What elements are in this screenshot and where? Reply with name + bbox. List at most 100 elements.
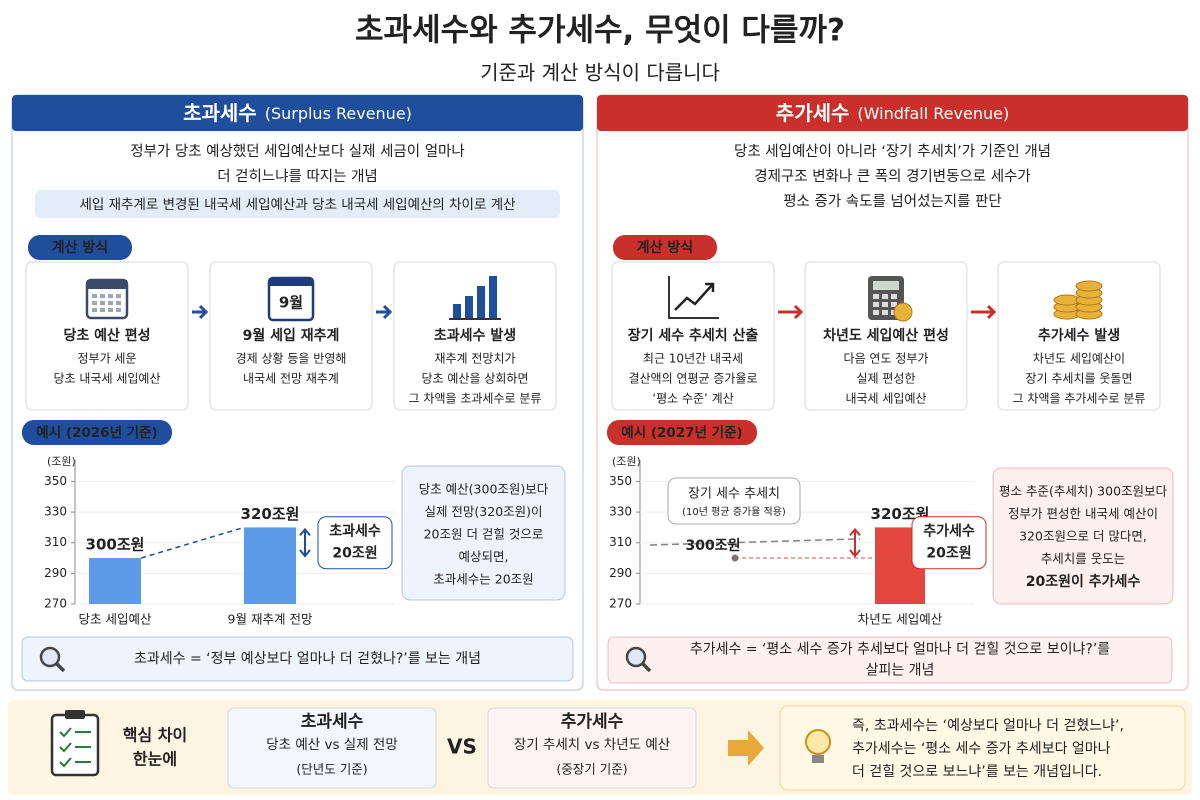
conclusion-line: 더 걷힐 것으로 보느냐’를 보는 개념입니다.: [852, 764, 1102, 780]
calendar-cell: [92, 294, 97, 298]
conclusion-arrow: [728, 730, 764, 766]
bar-icon: [477, 286, 485, 318]
y-tick-label: 270: [44, 597, 67, 611]
value-label: 300조원: [86, 536, 145, 554]
magnifier-icon: [39, 646, 61, 668]
step-text: 다음 연도 정부가: [844, 352, 929, 366]
step-title: 9월 세입 재추계: [243, 327, 340, 344]
bar-icon: [489, 276, 497, 318]
callout-box: [911, 516, 987, 570]
calculator-key: [873, 294, 879, 299]
calendar-cell: [108, 301, 113, 305]
trend-note: (10년 평균 증가율 적용): [682, 506, 786, 518]
trend-line: [649, 538, 861, 546]
coin-icon: [1075, 280, 1103, 292]
step-arrow: [376, 304, 393, 320]
step-text: 장기 추세치를 웃돌면: [1026, 372, 1133, 386]
panel-header: [12, 95, 583, 131]
note-box: [401, 465, 566, 601]
calculator-screen: [873, 281, 899, 290]
note-line: 20조원이 추가세수: [1026, 573, 1141, 590]
summary: 초과세수 = ‘정부 예상보다 얼마나 더 걷혔나?’를 보는 개념: [134, 651, 481, 667]
unit-label: (조원): [612, 455, 641, 468]
conclusion-line: 추가세수는 ‘평소 세수 증가 추세보다 얼마나: [852, 741, 1111, 757]
summary-box: [21, 636, 574, 682]
calendar-month: 9월: [279, 294, 303, 312]
note-line: 예상되면,: [459, 549, 509, 564]
value-label: 320조원: [241, 505, 300, 523]
x-tick-label: 9월 재추계 전망: [228, 612, 313, 627]
calendar-cell: [92, 301, 97, 305]
coin-icon: [893, 302, 913, 322]
step-title: 차년도 세입예산 편성: [823, 327, 949, 344]
step-box: [393, 261, 557, 411]
comparison-title: 추가세수: [561, 712, 624, 732]
bar: [244, 527, 296, 604]
bar-icon: [453, 304, 461, 318]
calendar-cell: [108, 308, 113, 312]
method-label: 계산 방식: [52, 239, 108, 256]
panel-title-en: (Surplus Revenue): [265, 104, 412, 123]
conclusion-box: [779, 705, 1186, 791]
step-arrow: [971, 304, 997, 320]
comparison-text: 당초 예산 vs 실제 전망: [266, 737, 398, 753]
summary: 추가세수 = ‘평소 세수 증가 추세보다 얼마나 더 걷힐 것으로 보이냐?’…: [690, 642, 1110, 658]
clipboard-icon: [50, 713, 100, 777]
trend-value-label: 300조원: [686, 538, 741, 554]
step-icon: [868, 276, 913, 322]
y-tick-label: 310: [609, 535, 632, 549]
y-tick-label: 330: [44, 505, 67, 519]
method-pill: [613, 235, 717, 260]
calendar-cell: [92, 308, 97, 312]
note-line: 정부가 편성한 내국세 예산이: [1008, 506, 1158, 521]
conclusion-line: 즉, 초과세수는 ‘예상보다 얼마나 더 걷혔느냐’,: [852, 718, 1124, 734]
y-tick-label: 350: [609, 474, 632, 488]
highlight: 세입 재추계로 변경된 내국세 세입예산과 당초 내국세 세입예산의 차이로 계…: [79, 197, 515, 213]
comparison-label: 핵심 차이: [123, 726, 187, 745]
calculator-key: [891, 294, 897, 299]
comparison-sub: (단년도 기준): [296, 762, 367, 777]
panel-header: [597, 95, 1188, 131]
example-pill: [22, 420, 172, 445]
callout-box: [317, 516, 393, 570]
y-tick-label: 350: [44, 474, 67, 488]
method-pill: [28, 235, 132, 260]
panel-title-ko: 추가세수: [776, 101, 850, 125]
calculator-key: [882, 302, 888, 307]
comparison-title: 초과세수: [301, 712, 364, 732]
panel-title-en: (Windfall Revenue): [857, 104, 1009, 123]
calendar-cell: [100, 301, 105, 305]
comparison-text: 장기 추세치 vs 차년도 예산: [514, 737, 670, 753]
step-box: [804, 261, 968, 411]
step-text: 실제 편성한: [856, 372, 915, 386]
x-tick-label: 차년도 세입예산: [858, 612, 943, 627]
calendar-top: [269, 278, 313, 286]
step-text: 내국세 전망 재추계: [243, 372, 339, 386]
calculator-key: [873, 310, 879, 315]
checklist-item: [59, 757, 91, 768]
subtitle: 기준과 계산 방식이 다릅니다: [480, 61, 720, 85]
note-line: 당초 예산(300조원)보다: [419, 482, 549, 497]
magnifier-handle: [55, 662, 66, 673]
magnifier-handle: [641, 662, 652, 673]
summary: 살피는 개념: [866, 663, 935, 679]
bar-icon: [465, 296, 473, 318]
step-text: 그 차액을 초과세수로 분류: [409, 392, 542, 406]
callout-text: 추가세수: [923, 524, 975, 540]
step-text: 최근 10년간 내국세: [643, 352, 743, 366]
note-line: 320조원으로 더 많다면,: [1019, 529, 1147, 544]
step-box: [209, 261, 373, 411]
note-box: [992, 467, 1174, 605]
trend-icon: [668, 276, 719, 319]
comparison-sub: (중장기 기준): [556, 762, 627, 777]
y-tick-label: 290: [609, 566, 632, 580]
calendar-top: [87, 280, 127, 289]
panel-title: 초과세수 (Surplus Revenue): [183, 101, 412, 125]
step-text: ‘평소 수준’ 계산: [652, 392, 734, 406]
description: 당초 세입예산이 아니라 ‘장기 추세치’가 기준인 개념: [734, 143, 1051, 160]
step-icon: [449, 276, 501, 320]
checklist-item: [59, 742, 91, 753]
step-icon: [85, 278, 129, 320]
